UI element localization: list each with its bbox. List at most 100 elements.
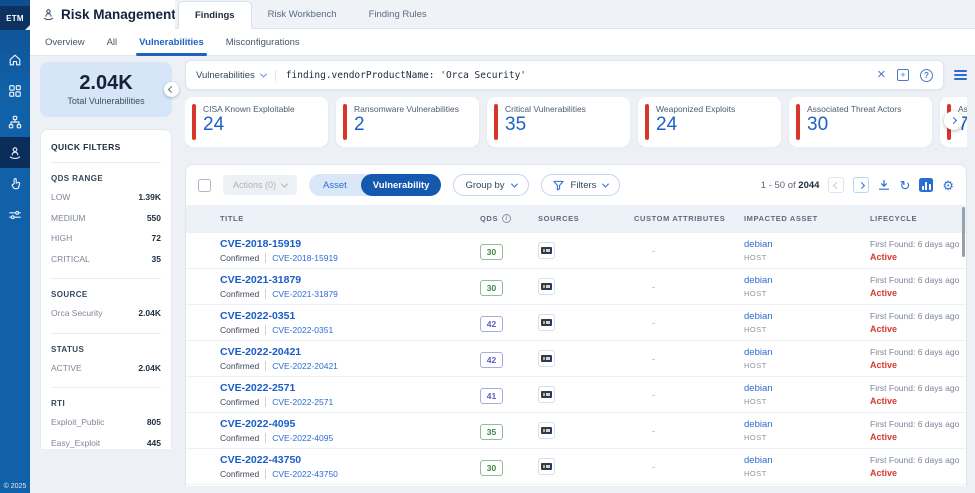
sidebar-item-risk-management[interactable] [0, 137, 30, 168]
help-icon[interactable]: ? [920, 68, 933, 82]
previous-page-button[interactable] [828, 177, 845, 193]
table-row[interactable]: CVE-2022-20421 Confirmed CVE-2022-20421 … [186, 340, 966, 376]
orca-source-icon[interactable] [538, 350, 555, 367]
orca-source-icon[interactable] [538, 242, 555, 259]
menu-icon[interactable] [954, 69, 967, 81]
cve-title-link[interactable]: CVE-2021-31879 [220, 274, 302, 286]
table-row[interactable]: CVE-2022-2571 Confirmed CVE-2022-2571 41… [186, 376, 966, 412]
actions-button[interactable]: Actions (0) [223, 175, 298, 195]
search-scope-dropdown[interactable]: Vulnerabilities [196, 69, 276, 81]
cve-sub-link[interactable]: CVE-2022-2571 [265, 397, 333, 407]
filters-button[interactable]: Filters [540, 174, 621, 196]
subtab-all[interactable]: All [106, 36, 118, 48]
chart-view-icon[interactable] [919, 178, 934, 192]
cve-sub-link[interactable]: CVE-2022-0351 [265, 325, 333, 335]
collapse-panel-button[interactable] [164, 82, 179, 97]
cve-title-link[interactable]: CVE-2018-15919 [220, 238, 302, 250]
subtab-vulnerabilities[interactable]: Vulnerabilities [136, 29, 207, 56]
orca-source-icon[interactable] [538, 278, 555, 295]
column-impacted-asset[interactable]: IMPACTED ASSET [744, 214, 818, 223]
column-sources[interactable]: SOURCES [538, 214, 580, 223]
qds-badge: 42 [480, 351, 503, 368]
column-qds[interactable]: QDS i [472, 214, 528, 223]
table-row[interactable]: CVE-2021-31879 Confirmed CVE-2021-31879 … [186, 268, 966, 304]
filter-row[interactable]: Exploit_Public 805 [51, 417, 161, 427]
asset-link[interactable]: debian [744, 311, 773, 322]
subtab-overview[interactable]: Overview [45, 36, 85, 48]
sidebar-item-home[interactable] [0, 44, 30, 75]
column-custom-attributes[interactable]: CUSTOM ATTRIBUTES [634, 214, 726, 223]
cve-title-link[interactable]: CVE-2022-4095 [220, 418, 296, 430]
cve-sub-link[interactable]: CVE-2022-4095 [265, 433, 333, 443]
select-all-checkbox[interactable] [198, 178, 211, 192]
orca-source-icon[interactable] [538, 314, 555, 331]
info-icon[interactable]: i [502, 214, 512, 223]
cve-sub-link[interactable]: CVE-2021-31879 [265, 289, 338, 299]
next-page-button[interactable] [853, 177, 870, 193]
refresh-icon[interactable]: ↻ [899, 177, 911, 193]
asset-link[interactable]: debian [744, 347, 773, 358]
filter-row[interactable]: ACTIVE 2.04K [51, 363, 161, 373]
lifecycle-status: Active [870, 360, 898, 370]
cve-title-link[interactable]: CVE-2022-2571 [220, 382, 296, 394]
metric-card[interactable]: Critical Vulnerabilities 35 [487, 97, 630, 147]
save-query-icon[interactable]: + [897, 69, 909, 81]
column-title[interactable]: TITLE [220, 214, 244, 223]
asset-link[interactable]: debian [744, 383, 773, 394]
table-row[interactable]: CVE-2022-4095 Confirmed CVE-2022-4095 35… [186, 412, 966, 448]
table-row[interactable]: CVE-2023-1170 Confirmed CVE-2023-1170 37… [186, 484, 966, 486]
cve-title-link[interactable]: CVE-2022-0351 [220, 310, 296, 322]
sidebar-item-configuration[interactable] [0, 199, 30, 230]
metric-card[interactable]: Weaponized Exploits 24 [638, 97, 781, 147]
orca-source-icon[interactable] [538, 458, 555, 475]
asset-link[interactable]: debian [744, 275, 773, 286]
table-scrollbar[interactable] [962, 207, 965, 257]
orca-source-icon[interactable] [538, 422, 555, 439]
red-accent-bar [494, 104, 498, 140]
asset-link[interactable]: debian [744, 239, 773, 250]
asset-toggle-button[interactable]: Asset [323, 179, 347, 191]
lifecycle-status: Active [870, 324, 898, 334]
metric-card[interactable]: Ransomware Vulnerabilities 2 [336, 97, 479, 147]
tab-risk-workbench[interactable]: Risk Workbench [267, 8, 337, 20]
asset-link[interactable]: debian [744, 455, 773, 466]
subtab-misconfigurations[interactable]: Misconfigurations [225, 36, 300, 48]
cve-sub-link[interactable]: CVE-2022-43750 [265, 469, 338, 479]
tab-findings[interactable]: Findings [178, 1, 252, 29]
query-bar[interactable]: Vulnerabilities finding.vendorProductNam… [185, 60, 944, 90]
download-icon[interactable] [878, 179, 890, 191]
filter-row[interactable]: LOW 1.39K [51, 192, 161, 202]
table-row[interactable]: CVE-2018-15919 Confirmed CVE-2018-15919 … [186, 232, 966, 268]
group-by-button[interactable]: Group by [453, 174, 529, 196]
cards-next-button[interactable] [944, 111, 963, 130]
sidebar-item-apps[interactable] [0, 75, 30, 106]
cve-sub-link[interactable]: CVE-2018-15919 [265, 253, 338, 263]
confirmed-status: Confirmed [220, 469, 260, 479]
metric-card[interactable]: Associated Threat Actors 30 [789, 97, 932, 147]
filter-count: 2.04K [138, 362, 161, 373]
filter-row[interactable]: MEDIUM 550 [51, 213, 161, 223]
asset-link[interactable]: debian [744, 419, 773, 430]
tab-finding-rules[interactable]: Finding Rules [368, 8, 427, 20]
orca-source-icon[interactable] [538, 386, 555, 403]
sidebar-item-touch[interactable] [0, 168, 30, 199]
table-row[interactable]: CVE-2022-43750 Confirmed CVE-2022-43750 … [186, 448, 966, 484]
filter-row[interactable]: Easy_Exploit 445 [51, 438, 161, 448]
cve-title-link[interactable]: CVE-2022-43750 [220, 454, 302, 466]
filter-row[interactable]: Orca Security 2.04K [51, 308, 161, 318]
cve-sub-link[interactable]: CVE-2022-20421 [265, 361, 338, 371]
gear-icon[interactable]: ⚙ [942, 177, 954, 193]
vulnerability-toggle-button[interactable]: Vulnerability [360, 174, 442, 196]
metric-card[interactable]: CISA Known Exploitable 24 [185, 97, 328, 147]
filter-row[interactable]: CRITICAL 35 [51, 254, 161, 264]
filter-row[interactable]: HIGH 72 [51, 233, 161, 243]
etm-logo[interactable]: ETM [0, 6, 30, 30]
table-row[interactable]: CVE-2022-0351 Confirmed CVE-2022-0351 42… [186, 304, 966, 340]
pagination-text: 1 - 50 of 2044 [760, 179, 820, 191]
cve-title-link[interactable]: CVE-2022-20421 [220, 346, 302, 358]
sidebar-item-network[interactable] [0, 106, 30, 137]
clear-query-icon[interactable]: ✕ [876, 68, 886, 81]
column-lifecycle[interactable]: LIFECYCLE [870, 214, 918, 223]
metric-label: Weaponized Exploits [656, 104, 736, 114]
search-query-input[interactable]: finding.vendorProductName: 'Orca Securit… [285, 69, 527, 81]
